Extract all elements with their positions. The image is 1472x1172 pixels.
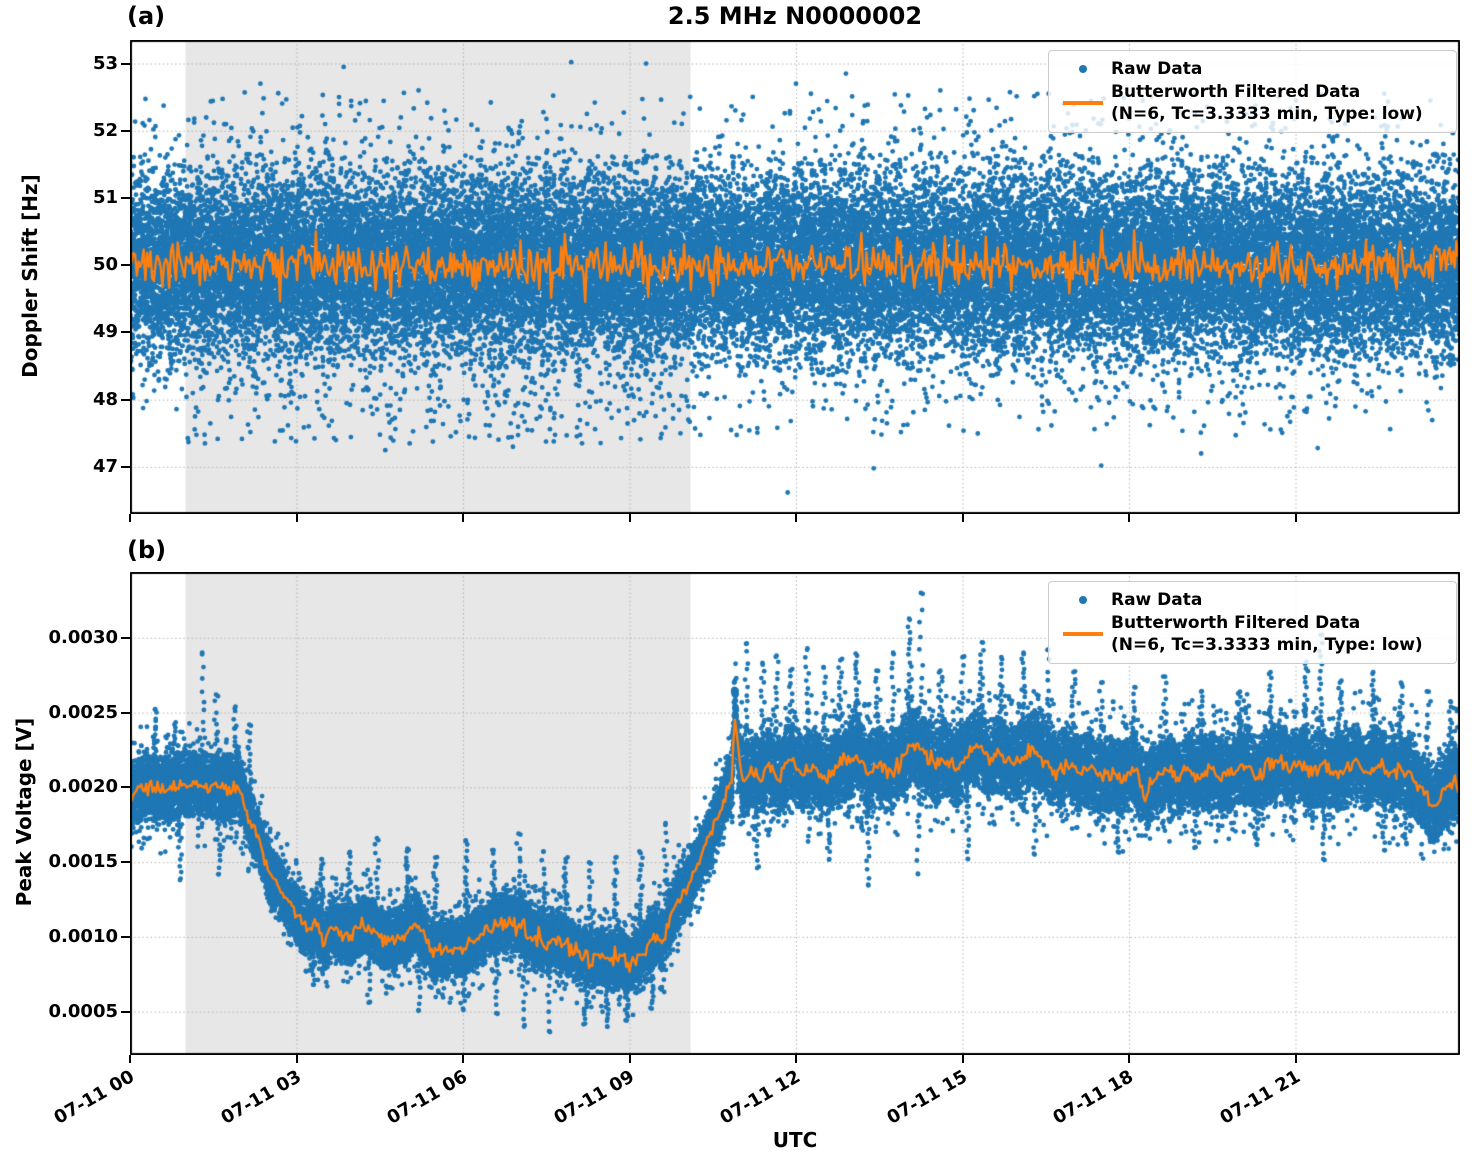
- y-tick-mark: [121, 197, 130, 199]
- x-tick-mark: [129, 1055, 131, 1063]
- legend-row-raw: Raw Data: [1055, 589, 1448, 611]
- y-tick-label: 51: [92, 187, 118, 208]
- x-tick-label: 07-11 21: [1216, 1066, 1304, 1129]
- legend-filtered-sublabel: (N=6, Tc=3.3333 min, Type: low): [1111, 635, 1423, 655]
- figure-title: 2.5 MHz N0000002: [667, 2, 923, 30]
- x-tick-mark: [1128, 514, 1130, 522]
- y-tick-label: 0.0030: [48, 626, 118, 648]
- y-tick-label: 0.0025: [48, 701, 118, 723]
- x-tick-mark: [295, 514, 298, 522]
- y-tick-mark: [121, 861, 130, 864]
- raw-data-dot-icon: [1079, 65, 1087, 73]
- x-tick-mark: [628, 514, 631, 522]
- y-tick-mark: [121, 1010, 130, 1013]
- legend-row-raw: Raw Data: [1055, 58, 1448, 80]
- y-tick-label: 48: [92, 388, 118, 410]
- x-tick-mark: [295, 1055, 298, 1063]
- y-tick-mark: [121, 264, 130, 267]
- legend-filtered-label: Butterworth Filtered Data: [1111, 613, 1361, 633]
- raw-data-dot-icon: [1079, 596, 1087, 604]
- x-tick-mark: [462, 1055, 464, 1063]
- panel-a-tag: (a): [127, 2, 166, 30]
- x-tick-mark: [795, 1055, 797, 1063]
- legend-panel-a: Raw Data Butterworth Filtered Data (N=6,…: [1048, 50, 1457, 133]
- y-axis-label-doppler: Doppler Shift [Hz]: [18, 174, 42, 378]
- y-tick-mark: [121, 935, 130, 938]
- legend-raw-label: Raw Data: [1111, 59, 1203, 79]
- y-tick-label: 47: [92, 455, 118, 477]
- filtered-line-icon: [1063, 632, 1103, 636]
- y-tick-mark: [121, 398, 130, 401]
- x-tick-mark: [961, 1055, 964, 1063]
- x-tick-label: 07-11 06: [383, 1066, 471, 1129]
- y-tick-label: 49: [92, 321, 118, 343]
- legend-filtered-label: Butterworth Filtered Data: [1111, 82, 1361, 102]
- y-tick-mark: [121, 465, 130, 468]
- y-tick-mark: [121, 636, 130, 639]
- x-tick-label: 07-11 03: [217, 1066, 305, 1129]
- legend-row-filtered: Butterworth Filtered Data (N=6, Tc=3.333…: [1055, 612, 1448, 656]
- x-tick-mark: [795, 514, 797, 522]
- x-tick-mark: [1294, 514, 1297, 522]
- y-tick-label: 50: [92, 254, 118, 276]
- legend-row-filtered: Butterworth Filtered Data (N=6, Tc=3.333…: [1055, 81, 1448, 125]
- y-tick-label: 0.0010: [48, 925, 118, 947]
- x-tick-mark: [462, 514, 464, 522]
- x-tick-mark: [129, 514, 131, 522]
- x-tick-label: 07-11 00: [50, 1066, 138, 1129]
- y-tick-label: 53: [92, 52, 118, 74]
- y-tick-mark: [121, 62, 130, 65]
- panel-b-tag: (b): [127, 536, 167, 564]
- x-tick-mark: [628, 1055, 631, 1063]
- y-tick-mark: [121, 129, 130, 132]
- legend-raw-label: Raw Data: [1111, 590, 1203, 610]
- y-tick-label: 0.0005: [48, 1000, 118, 1022]
- y-tick-mark: [121, 331, 130, 334]
- y-tick-label: 52: [92, 119, 118, 141]
- legend-panel-b: Raw Data Butterworth Filtered Data (N=6,…: [1048, 581, 1457, 664]
- y-tick-label: 0.0015: [48, 851, 118, 873]
- y-tick-mark: [121, 711, 130, 714]
- y-tick-label: 0.0020: [48, 776, 118, 798]
- x-tick-mark: [1128, 1055, 1130, 1063]
- x-tick-mark: [961, 514, 964, 522]
- legend-filtered-sublabel: (N=6, Tc=3.3333 min, Type: low): [1111, 104, 1423, 124]
- y-tick-mark: [121, 786, 130, 789]
- x-axis-label: UTC: [772, 1128, 818, 1152]
- x-tick-mark: [1294, 1055, 1297, 1063]
- filtered-line-icon: [1063, 101, 1103, 105]
